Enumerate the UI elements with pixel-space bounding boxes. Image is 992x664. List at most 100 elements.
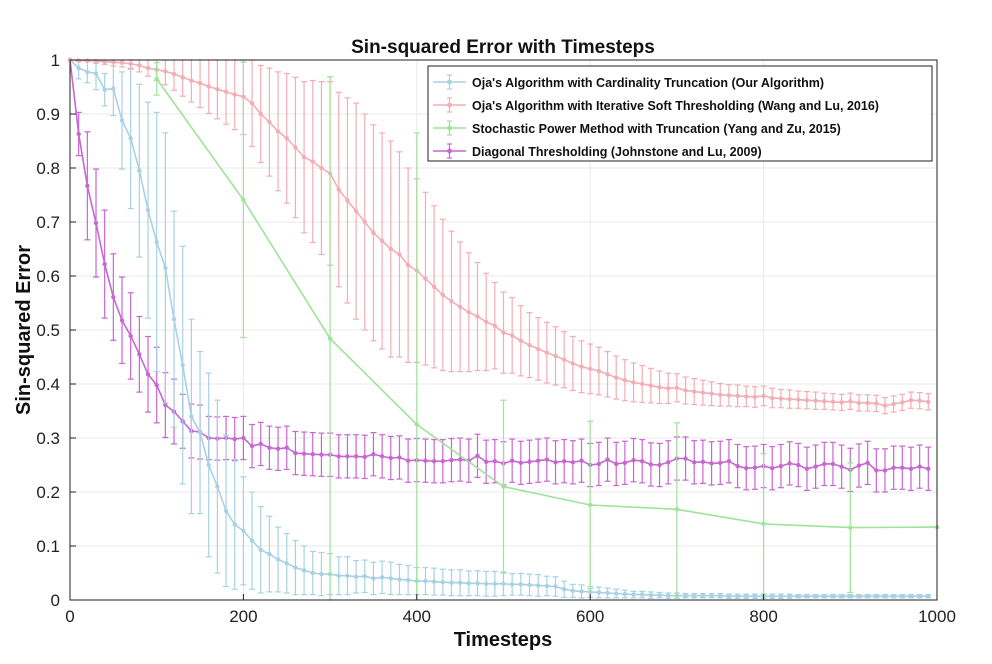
data-point (249, 538, 255, 543)
data-point (830, 461, 836, 467)
data-point (744, 394, 749, 399)
data-point (891, 401, 896, 407)
data-point (449, 299, 454, 304)
x-tick-label: 1000 (918, 607, 956, 626)
data-point (709, 593, 714, 598)
data-point (553, 460, 558, 465)
data-point (310, 452, 315, 457)
data-point (796, 594, 801, 599)
data-point (145, 372, 151, 377)
x-tick-label: 0 (65, 607, 74, 626)
data-point (596, 590, 602, 595)
data-point (85, 58, 90, 63)
data-point (709, 461, 714, 466)
y-tick-label: 1 (51, 51, 60, 70)
data-point (596, 461, 602, 467)
data-point (700, 390, 706, 395)
data-point (423, 276, 428, 281)
data-point (232, 522, 237, 527)
data-point (596, 368, 602, 374)
data-point (423, 578, 428, 584)
series-line (69, 59, 929, 407)
data-point (648, 383, 654, 388)
data-point (475, 453, 480, 459)
data-point (848, 399, 853, 404)
data-point (830, 594, 836, 599)
data-point (319, 452, 324, 457)
data-point (605, 457, 610, 462)
data-point (475, 581, 480, 586)
data-point (431, 284, 437, 289)
data-point (509, 458, 515, 463)
data-point (111, 86, 116, 91)
data-point (718, 593, 723, 598)
data-point (561, 357, 567, 362)
data-point (926, 594, 931, 599)
data-point (362, 219, 367, 225)
data-point (440, 459, 446, 464)
data-point (770, 466, 775, 471)
data-point (154, 382, 159, 388)
data-point (258, 441, 263, 447)
data-point (908, 466, 914, 471)
data-point (440, 292, 446, 298)
data-point (145, 207, 151, 213)
data-point (128, 136, 133, 141)
data-point (345, 573, 350, 578)
data-point (622, 378, 628, 383)
data-point (900, 465, 905, 470)
data-point (397, 455, 402, 460)
data-point (570, 588, 576, 594)
data-point (752, 394, 758, 400)
data-point (371, 230, 376, 235)
y-tick-label: 0 (51, 591, 60, 610)
data-point (900, 400, 905, 405)
data-point (379, 454, 385, 459)
data-point (336, 573, 341, 578)
data-point (483, 581, 489, 586)
y-tick-label: 0.7 (36, 213, 60, 232)
series-2 (153, 61, 940, 601)
data-point (570, 460, 576, 465)
data-point (189, 414, 194, 419)
data-point (440, 579, 446, 585)
data-point (778, 594, 784, 599)
data-point (527, 342, 532, 348)
data-point (284, 136, 289, 141)
data-point (882, 403, 888, 408)
data-point (614, 375, 619, 380)
data-point (674, 385, 680, 390)
data-point (926, 399, 931, 405)
data-point (856, 594, 862, 599)
data-point (726, 459, 732, 464)
data-point (735, 393, 740, 399)
data-point (535, 458, 541, 463)
data-point (319, 165, 324, 171)
data-point (293, 145, 298, 150)
data-point (197, 430, 203, 435)
data-point (362, 574, 367, 579)
data-point (787, 396, 792, 402)
data-point (197, 81, 203, 86)
data-point (137, 352, 142, 357)
y-axis-title: Sin-squared Error (13, 245, 35, 415)
data-point (848, 594, 853, 599)
data-point (397, 577, 402, 582)
data-point (865, 460, 870, 466)
data-point (388, 246, 393, 252)
data-point (501, 581, 506, 586)
data-point (171, 317, 177, 322)
legend-marker-point (447, 125, 452, 131)
data-point (258, 111, 263, 117)
data-point (813, 398, 818, 403)
data-point (310, 570, 315, 576)
data-point (249, 101, 255, 106)
data-point (752, 594, 758, 599)
data-point (163, 69, 168, 74)
data-point (865, 594, 870, 599)
data-point (692, 389, 697, 394)
data-point (579, 458, 584, 463)
legend-entry-stochastic-power: Stochastic Power Method with Truncation … (472, 122, 841, 136)
data-point (908, 398, 914, 403)
data-point (657, 592, 662, 598)
